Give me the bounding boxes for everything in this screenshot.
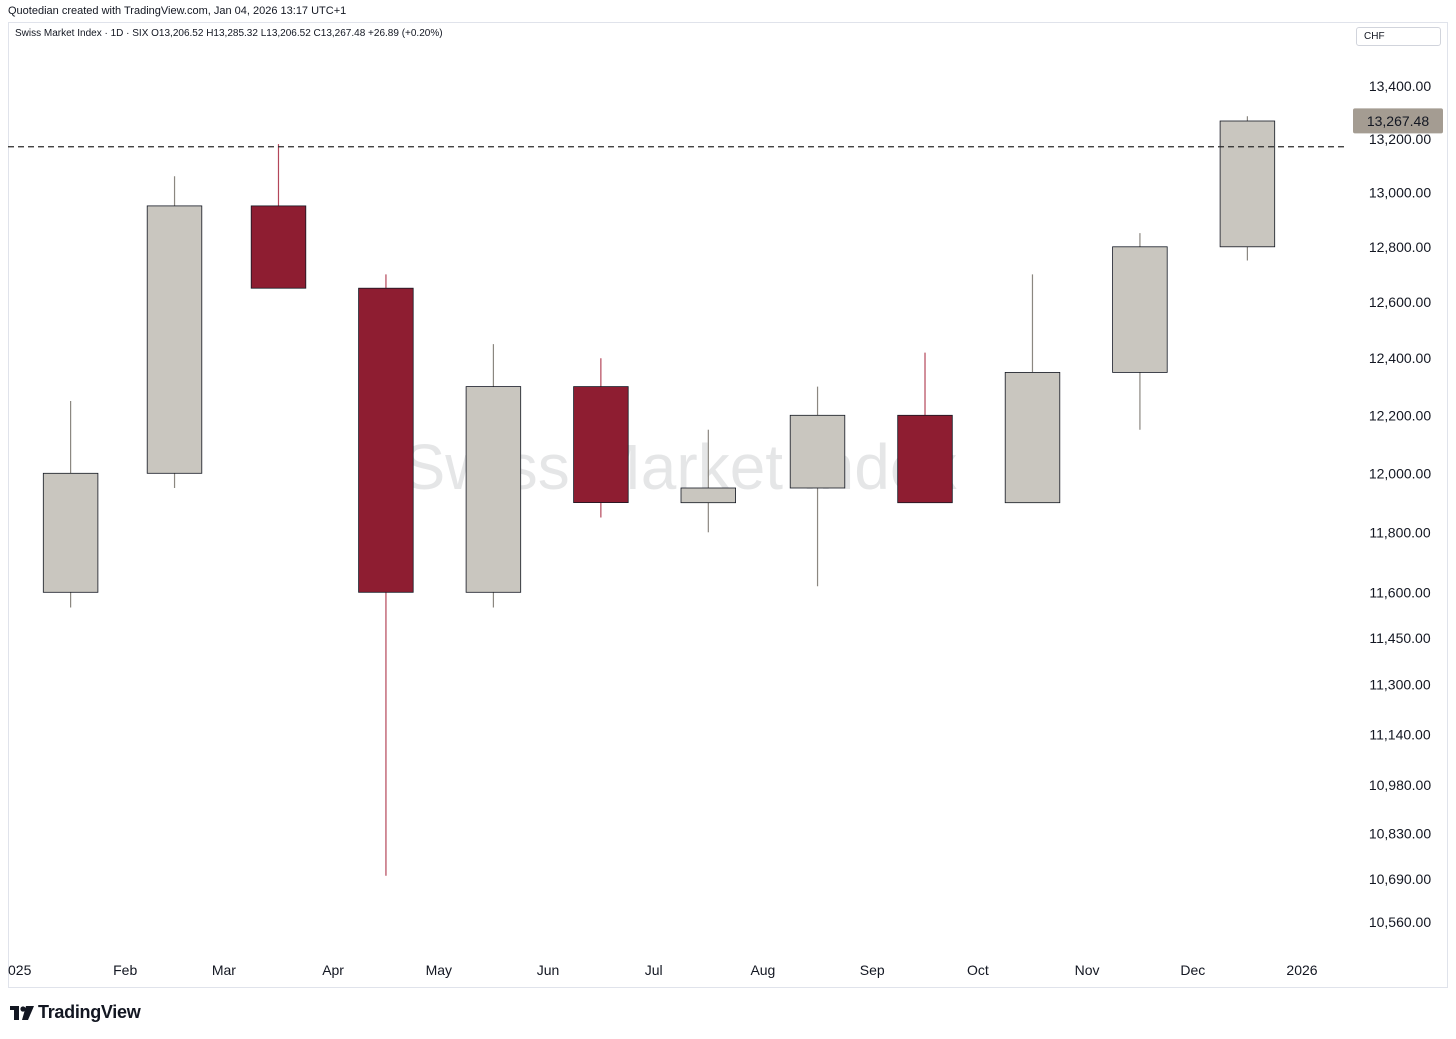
- legend-close: C13,267.48: [313, 28, 366, 39]
- legend-change: +26.89 (+0.20%): [368, 28, 443, 39]
- tradingview-logo-icon: [10, 1005, 34, 1020]
- candle-body[interactable]: [680, 487, 736, 504]
- time-tick-label: Mar: [212, 962, 236, 978]
- price-axis: 13,400.00 13,200.00 13,000.00 12,800.00 12,6…: [1369, 78, 1431, 930]
- candle-body[interactable]: [358, 287, 414, 593]
- legend-open: O13,206.52: [151, 28, 204, 39]
- time-tick-label: May: [426, 962, 452, 978]
- candle-body[interactable]: [1112, 246, 1168, 373]
- time-tick-label: 2026: [1286, 962, 1317, 978]
- price-tick-label: 11,600.00: [1369, 584, 1430, 600]
- price-tick-label: 12,200.00: [1369, 407, 1431, 423]
- ohlc-legend: Swiss Market Index · 1D · SIX O13,206.52…: [15, 28, 443, 39]
- legend-low: L13,206.52: [260, 28, 311, 39]
- last-price-label: 13,267.48: [1367, 113, 1429, 129]
- candle-body[interactable]: [789, 414, 846, 489]
- price-tick-label: 11,300.00: [1369, 676, 1430, 692]
- time-tick-label: Jul: [645, 962, 663, 978]
- brand-name: TradingView: [38, 1002, 141, 1022]
- price-tick-label: 12,600.00: [1369, 294, 1431, 310]
- time-tick-label: Nov: [1075, 962, 1100, 978]
- price-tick-label: 10,690.00: [1369, 871, 1431, 887]
- candle-body[interactable]: [250, 205, 307, 289]
- time-tick-label: Feb: [113, 962, 137, 978]
- attribution-text: Quotedian created with TradingView.com, …: [8, 5, 347, 17]
- price-tick-label: 12,000.00: [1369, 465, 1431, 481]
- price-tick-label: 10,560.00: [1369, 914, 1431, 930]
- price-tick-label: 11,140.00: [1369, 726, 1430, 742]
- candle-body[interactable]: [573, 386, 629, 504]
- candles: [42, 116, 1276, 876]
- tradingview-brand: TradingView: [10, 1002, 141, 1023]
- chart-frame[interactable]: [8, 22, 1448, 988]
- time-tick-label: Sep: [860, 962, 885, 978]
- time-tick-label: Aug: [750, 962, 775, 978]
- legend-high: H13,285.32: [206, 28, 258, 39]
- time-tick-label: Jun: [537, 962, 560, 978]
- last-price-background: [1353, 108, 1443, 134]
- candle-body[interactable]: [1004, 371, 1061, 504]
- candle-body[interactable]: [42, 472, 99, 593]
- price-tick-label: 13,000.00: [1369, 184, 1431, 200]
- price-tick-label: 13,200.00: [1369, 131, 1431, 147]
- time-axis: 025 Feb Mar Apr May Jun Jul Aug Sep Oct Nov Dec 2026: [8, 962, 1318, 978]
- candle-body[interactable]: [897, 414, 953, 504]
- price-tick-label: 13,400.00: [1369, 78, 1431, 94]
- time-tick-label: Dec: [1180, 962, 1205, 978]
- currency-selector[interactable]: CHF: [1356, 27, 1441, 46]
- time-tick-label: Oct: [967, 962, 989, 978]
- price-tick-label: 10,980.00: [1369, 777, 1431, 793]
- legend-symbol: Swiss Market Index · 1D · SIX: [15, 28, 149, 39]
- time-tick-label: Apr: [322, 962, 344, 978]
- candle-body[interactable]: [146, 205, 203, 474]
- price-tick-label: 11,800.00: [1369, 524, 1430, 540]
- price-tick-label: 12,400.00: [1369, 350, 1431, 366]
- price-tick-label: 10,830.00: [1369, 825, 1431, 841]
- price-tick-label: 11,450.00: [1369, 630, 1430, 646]
- price-tick-label: 12,800.00: [1369, 239, 1431, 255]
- candle-body[interactable]: [1219, 120, 1276, 248]
- candle-body[interactable]: [465, 386, 522, 593]
- last-price-marker: 13,267.48: [1353, 108, 1443, 134]
- time-tick-label: 025: [8, 962, 32, 978]
